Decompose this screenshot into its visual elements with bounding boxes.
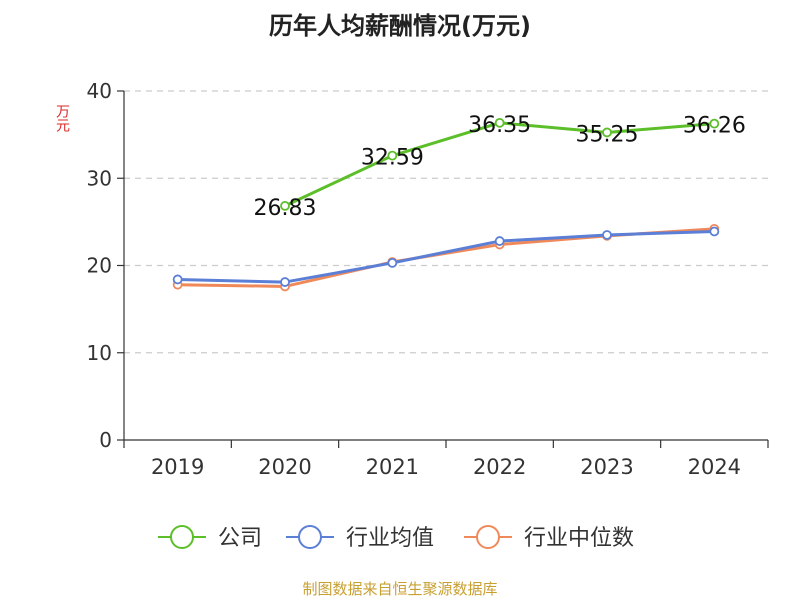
data-point <box>709 226 720 237</box>
data-point <box>602 127 612 138</box>
x-tick-label: 2020 <box>258 455 311 479</box>
x-tick-label: 2022 <box>473 455 526 479</box>
data-label: 36.26 <box>683 114 746 139</box>
legend-label: 行业中位数 <box>524 526 634 551</box>
series-line-行业中位数 <box>177 227 715 288</box>
y-tick-label: 20 <box>87 254 112 278</box>
x-tick-label: 2023 <box>580 455 633 479</box>
data-point <box>494 117 505 128</box>
legend-marker <box>476 525 500 549</box>
legend-label: 行业均值 <box>346 526 434 551</box>
x-tick-label: 2021 <box>366 455 419 479</box>
data-label: 35.25 <box>576 122 639 147</box>
data-point <box>602 230 612 240</box>
chart-title: 历年人均薪酬情况(万元) <box>269 12 531 40</box>
x-tick-label: 2024 <box>688 455 741 479</box>
data-point <box>387 257 398 268</box>
y-tick-label: 10 <box>87 341 112 365</box>
y-tick-label: 0 <box>99 428 112 452</box>
legend-marker <box>298 525 322 549</box>
data-point <box>709 118 720 129</box>
data-point <box>280 277 290 287</box>
source-note: 制图数据来自恒生聚源数据库 <box>302 580 498 598</box>
series-line-行业均值 <box>177 229 715 284</box>
y-tick-label: 40 <box>87 79 112 103</box>
y-axis-unit-label: 万元 <box>54 104 70 132</box>
data-point <box>280 201 290 211</box>
data-label: 32.59 <box>361 146 424 171</box>
x-tick-label: 2019 <box>151 455 204 479</box>
y-tick-label: 30 <box>87 166 112 190</box>
legend-marker <box>170 525 194 549</box>
data-label: 36.35 <box>468 113 531 138</box>
data-label: 26.83 <box>254 196 317 221</box>
data-point <box>387 150 398 161</box>
data-point <box>494 236 505 246</box>
data-point <box>172 274 183 285</box>
legend-label: 公司 <box>218 526 262 551</box>
